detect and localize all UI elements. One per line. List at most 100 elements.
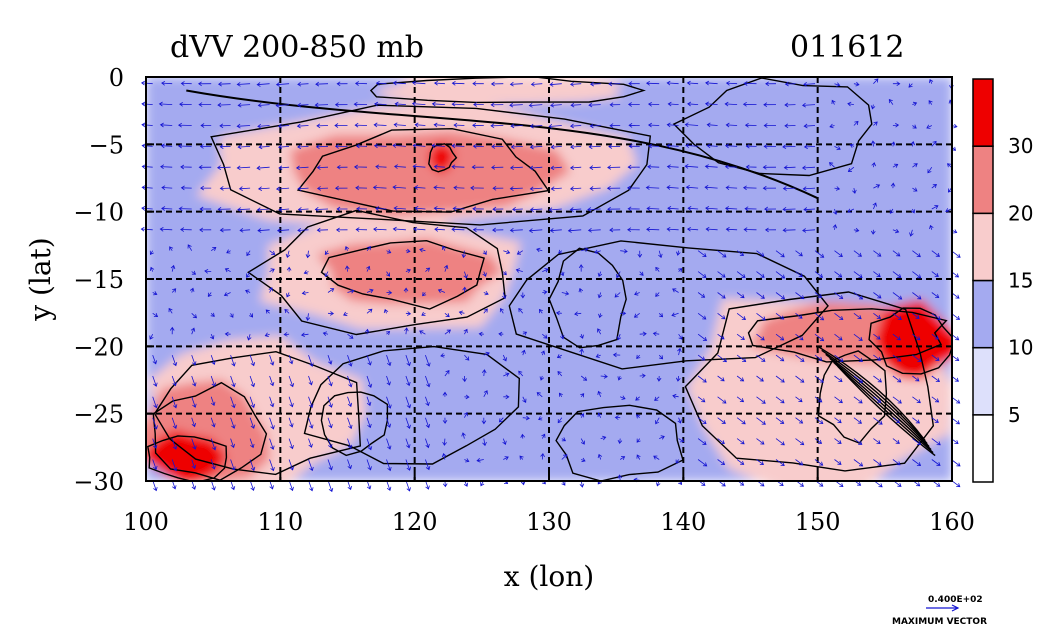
wind-vector-70 <box>207 292 212 297</box>
wind-vector-227 <box>355 227 368 232</box>
wind-vector-525 <box>645 185 660 190</box>
wind-vector-825 <box>947 187 952 193</box>
wind-vector-72 <box>210 334 215 340</box>
wind-vector-717 <box>834 438 842 444</box>
wind-vector-427 <box>549 228 562 233</box>
wind-vector-628 <box>756 250 765 257</box>
wind-vector-775 <box>892 396 902 404</box>
x-tick-label-120: 120 <box>392 508 438 536</box>
wind-vector-818 <box>931 459 941 466</box>
wind-vector-695 <box>814 396 823 403</box>
wind-vector-452 <box>579 334 584 339</box>
wind-vector-702 <box>829 123 835 129</box>
wind-vector-555 <box>672 393 679 399</box>
wind-vector-183 <box>315 144 329 150</box>
wind-vector-253 <box>386 354 392 367</box>
wind-vector-755 <box>873 396 882 403</box>
wind-vector-523 <box>648 143 660 149</box>
wind-vector-100 <box>236 82 251 87</box>
wind-vector-84 <box>216 165 231 170</box>
wind-vector-589 <box>717 271 726 278</box>
wind-vector-289 <box>425 267 431 272</box>
colorbar-box-3 <box>972 212 994 282</box>
wind-vector-640 <box>765 81 777 87</box>
wind-vector-483 <box>608 144 621 149</box>
wind-vector-548 <box>676 250 681 256</box>
wind-vector-238 <box>366 459 372 471</box>
wind-vector-693 <box>814 354 823 361</box>
wind-vector-511 <box>633 312 640 318</box>
wind-vector-694 <box>814 375 824 383</box>
wind-vector-55 <box>191 396 197 408</box>
wind-vector-98 <box>230 459 236 471</box>
wind-vector-316 <box>442 417 448 424</box>
wind-vector-207 <box>335 227 348 233</box>
wind-vector-658 <box>775 459 785 467</box>
wind-vector-460 <box>589 81 601 87</box>
wind-vector-750 <box>873 292 882 299</box>
wind-vector-651 <box>775 312 785 320</box>
wind-vector-513 <box>636 354 641 360</box>
wind-vector-795 <box>912 396 921 404</box>
wind-vector-486 <box>607 206 621 212</box>
contour-line-11 <box>684 291 935 472</box>
wind-vector-437 <box>561 437 567 442</box>
wind-vector-33 <box>171 354 178 367</box>
wind-vector-314 <box>444 370 450 377</box>
wind-vector-266 <box>393 205 406 211</box>
wind-vector-215 <box>347 396 353 408</box>
wind-vector-214 <box>347 375 353 388</box>
wind-vector-769 <box>892 271 902 278</box>
wind-vector-270 <box>403 287 409 293</box>
wind-vector-781 <box>912 101 918 107</box>
wind-vector-458 <box>581 457 586 463</box>
wind-vector-42 <box>177 122 192 128</box>
wind-vector-481 <box>609 102 621 108</box>
wind-vector-580 <box>705 80 718 86</box>
wind-vector-757 <box>873 438 881 445</box>
wind-vector-64 <box>198 164 212 170</box>
wind-vector-409 <box>542 268 549 273</box>
wind-vector-802 <box>926 124 932 129</box>
wind-vector-256 <box>386 417 392 428</box>
wind-vector-449 <box>578 264 584 272</box>
wind-vector-113 <box>249 354 256 367</box>
wind-vector-268 <box>405 248 411 254</box>
wind-vector-228 <box>366 246 371 251</box>
wind-vector-44 <box>180 164 192 170</box>
wind-vector-725 <box>852 188 857 194</box>
wind-vector-773 <box>892 354 902 362</box>
wind-vector-103 <box>237 144 251 150</box>
wind-vector-162 <box>296 123 309 129</box>
wind-vector-161 <box>297 102 309 108</box>
wind-vector-663 <box>782 144 796 150</box>
wind-vector-784 <box>912 163 918 168</box>
wind-vector-108 <box>246 250 251 257</box>
contour-packed-4 <box>833 361 934 454</box>
wind-vector-803 <box>931 140 937 147</box>
y-tick-label-0: 0 <box>109 64 124 92</box>
wind-vector-93 <box>230 354 236 367</box>
wind-vector-354 <box>481 369 487 377</box>
wind-vector-43 <box>177 143 192 149</box>
wind-vector-236 <box>366 417 372 429</box>
max-vector-arrowhead <box>951 604 960 612</box>
wind-vector-622 <box>744 122 757 128</box>
wind-vector-330 <box>462 286 467 293</box>
wind-vector-509 <box>639 271 644 276</box>
wind-vector-343 <box>472 143 484 149</box>
contour-packed-0 <box>817 345 926 442</box>
wind-vector-424 <box>550 165 562 171</box>
wind-vector-697 <box>814 438 823 444</box>
wind-vector-342 <box>472 123 484 128</box>
wind-vector-545 <box>666 185 679 190</box>
colorbar: 5 10 15 20 30 <box>972 78 1033 483</box>
contour-line-13 <box>152 381 268 481</box>
wind-vector-587 <box>705 226 718 232</box>
wind-vector-664 <box>783 165 796 170</box>
wind-vector-418 <box>540 452 545 460</box>
wind-vector-235 <box>366 396 372 407</box>
wind-vector-692 <box>814 333 825 342</box>
wind-vector-706 <box>833 208 838 215</box>
wind-vector-597 <box>717 438 725 445</box>
